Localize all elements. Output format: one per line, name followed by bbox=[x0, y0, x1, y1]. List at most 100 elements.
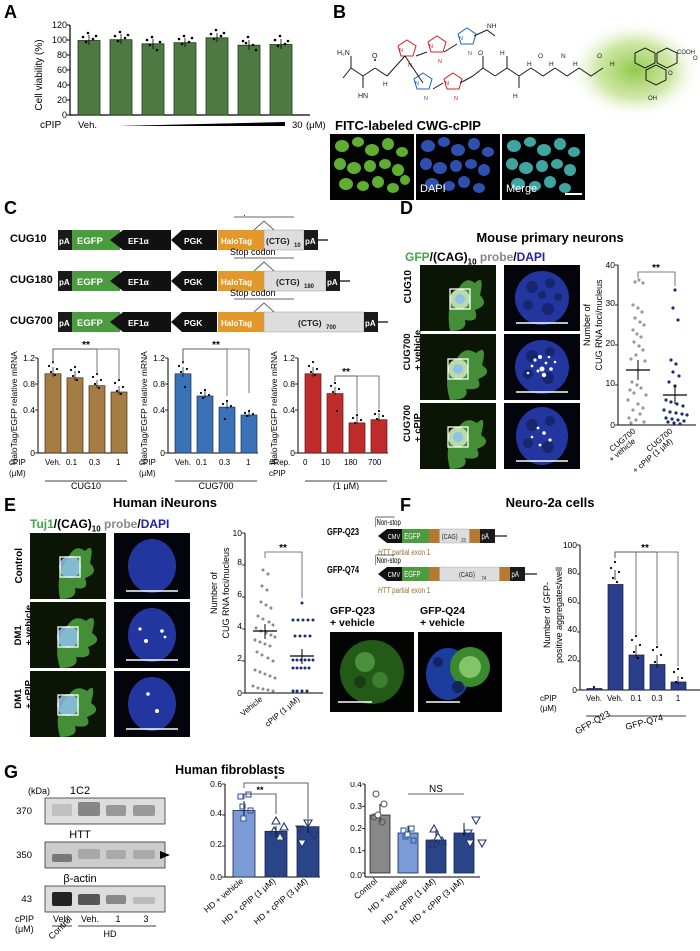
svg-text:Non-stop: Non-stop bbox=[377, 557, 401, 565]
svg-text:0: 0 bbox=[303, 458, 308, 467]
svg-text:(CTG): (CTG) bbox=[266, 236, 290, 246]
svg-text:#Rep.: #Rep. bbox=[269, 458, 290, 467]
svg-text:0.1: 0.1 bbox=[350, 845, 362, 855]
svg-text:O: O bbox=[668, 71, 673, 77]
svg-text:HaloTag/EGFP relative mRNA: HaloTag/EGFP relative mRNA bbox=[269, 351, 279, 465]
svg-text:10: 10 bbox=[321, 458, 330, 467]
svg-text:Stop codon: Stop codon bbox=[230, 215, 276, 216]
svg-text:pA: pA bbox=[59, 278, 70, 287]
svg-text:0.4: 0.4 bbox=[283, 405, 295, 415]
svg-text:EF1α: EF1α bbox=[128, 236, 150, 246]
svg-text:6: 6 bbox=[237, 589, 242, 599]
svg-text:HN: HN bbox=[358, 93, 368, 100]
svg-text:3: 3 bbox=[143, 914, 148, 924]
svg-text:0.3: 0.3 bbox=[350, 801, 362, 811]
svg-text:N: N bbox=[445, 81, 449, 87]
svg-text:0: 0 bbox=[30, 448, 35, 458]
svg-text:30: 30 bbox=[606, 298, 616, 308]
svg-text:H: H bbox=[527, 61, 532, 68]
svg-text:cPIP: cPIP bbox=[40, 120, 61, 131]
svg-text:β-actin: β-actin bbox=[63, 873, 96, 885]
svg-text:cPIP: cPIP bbox=[15, 914, 34, 924]
svg-text:0.1: 0.1 bbox=[196, 458, 208, 467]
svg-text:Merge: Merge bbox=[506, 183, 537, 195]
svg-text:N: N bbox=[459, 36, 463, 42]
svg-text:CUG RNA foci/nucleus: CUG RNA foci/nucleus bbox=[594, 279, 604, 371]
svg-text:4: 4 bbox=[237, 621, 242, 631]
svg-text:Number of GFP-: Number of GFP- bbox=[542, 582, 552, 648]
svg-text:1: 1 bbox=[246, 458, 251, 467]
svg-text:OH: OH bbox=[648, 96, 657, 102]
svg-text:PGK: PGK bbox=[184, 236, 203, 246]
svg-text:H: H bbox=[513, 93, 518, 100]
svg-text:N: N bbox=[561, 53, 566, 60]
svg-text:0: 0 bbox=[610, 420, 615, 430]
svg-text:(1 μM): (1 μM) bbox=[333, 481, 359, 490]
svg-text:0.4: 0.4 bbox=[350, 782, 362, 789]
svg-text:0.3: 0.3 bbox=[89, 458, 101, 467]
svg-text:(μM): (μM) bbox=[540, 704, 557, 713]
svg-text:(μM): (μM) bbox=[9, 469, 26, 478]
svg-text:Veh.: Veh. bbox=[81, 914, 99, 924]
svg-text:0.6: 0.6 bbox=[210, 779, 222, 789]
svg-text:positive aggregates/well: positive aggregates/well bbox=[554, 567, 564, 663]
svg-text:1.2: 1.2 bbox=[283, 353, 295, 363]
svg-text:CUG10: CUG10 bbox=[10, 233, 47, 245]
svg-text:180: 180 bbox=[344, 458, 358, 467]
svg-text:0.0: 0.0 bbox=[350, 870, 362, 880]
svg-text:0.3: 0.3 bbox=[219, 458, 231, 467]
svg-text:40: 40 bbox=[606, 260, 616, 270]
svg-text:N: N bbox=[438, 59, 442, 65]
svg-text:1: 1 bbox=[115, 914, 120, 924]
svg-text:0.1: 0.1 bbox=[630, 694, 642, 703]
svg-text:pA: pA bbox=[59, 319, 70, 328]
svg-text:(kDa): (kDa) bbox=[28, 786, 50, 796]
svg-text:O: O bbox=[478, 50, 483, 57]
svg-text:H: H bbox=[573, 61, 578, 68]
svg-text:0.0: 0.0 bbox=[210, 872, 222, 882]
svg-text:CUG RNA foci/nucleus: CUG RNA foci/nucleus bbox=[221, 547, 231, 639]
svg-text:350: 350 bbox=[16, 850, 32, 861]
svg-text:*: * bbox=[274, 774, 278, 784]
svg-text:0: 0 bbox=[160, 448, 165, 458]
svg-text:pA: pA bbox=[482, 533, 490, 541]
svg-text:Veh.: Veh. bbox=[175, 458, 191, 467]
svg-text:0.2: 0.2 bbox=[350, 823, 362, 833]
svg-text:GFP-Q74: GFP-Q74 bbox=[327, 564, 359, 575]
svg-text:Veh.: Veh. bbox=[45, 458, 61, 467]
svg-text:HaloTag: HaloTag bbox=[221, 278, 252, 287]
svg-text:cPIP (1 μM): cPIP (1 μM) bbox=[263, 694, 301, 728]
svg-text:Stop codon: Stop codon bbox=[230, 288, 276, 298]
svg-text:Veh.: Veh. bbox=[586, 694, 602, 703]
svg-text:10: 10 bbox=[233, 528, 243, 538]
svg-text:**: ** bbox=[342, 367, 350, 378]
svg-text:0.8: 0.8 bbox=[23, 379, 35, 389]
svg-text:(CTG): (CTG) bbox=[276, 277, 300, 287]
svg-text:**: ** bbox=[641, 543, 649, 554]
svg-text:cPIP: cPIP bbox=[9, 458, 26, 467]
svg-text:CUG10: CUG10 bbox=[71, 481, 101, 490]
svg-text:O: O bbox=[372, 53, 378, 60]
svg-text:180: 180 bbox=[304, 284, 315, 290]
svg-text:0: 0 bbox=[572, 685, 577, 695]
svg-text:(μM): (μM) bbox=[306, 120, 326, 131]
svg-text:EF1α: EF1α bbox=[128, 277, 150, 287]
svg-text:HaloTag/EGFP relative mRNA: HaloTag/EGFP relative mRNA bbox=[139, 351, 149, 465]
svg-text:80: 80 bbox=[568, 566, 578, 576]
svg-text:20: 20 bbox=[606, 338, 616, 348]
svg-text:100: 100 bbox=[563, 540, 577, 550]
svg-text:N: N bbox=[429, 44, 433, 50]
svg-text:1: 1 bbox=[116, 458, 121, 467]
svg-text:60: 60 bbox=[568, 595, 578, 605]
svg-text:1.2: 1.2 bbox=[153, 353, 165, 363]
svg-text:0.4: 0.4 bbox=[153, 405, 165, 415]
svg-text:0.1: 0.1 bbox=[66, 458, 78, 467]
svg-text:pA: pA bbox=[59, 237, 70, 246]
svg-text:120: 120 bbox=[52, 20, 67, 30]
svg-text:O: O bbox=[538, 53, 543, 60]
svg-text:cPIP: cPIP bbox=[139, 458, 156, 467]
svg-text:HTT: HTT bbox=[69, 829, 91, 841]
svg-text:EF1α: EF1α bbox=[128, 318, 150, 328]
svg-text:Vehicle: Vehicle bbox=[239, 694, 265, 718]
svg-text:HD: HD bbox=[104, 929, 117, 939]
